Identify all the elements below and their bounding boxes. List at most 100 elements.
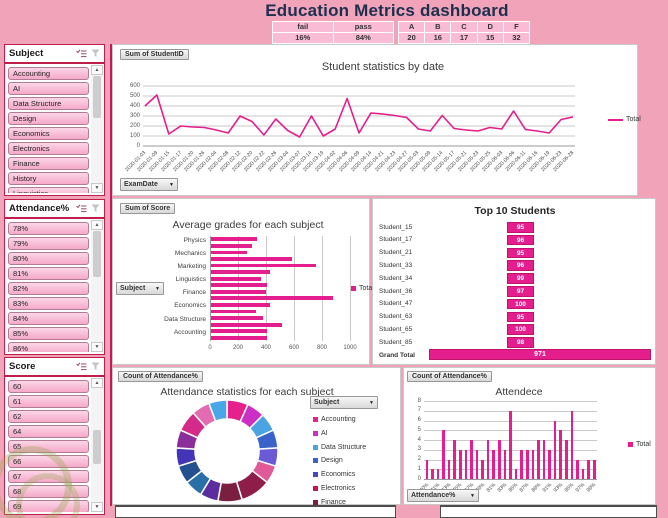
x-axis-tick: 1000 — [343, 345, 357, 351]
attendance-hist-panel: Count of Attendance% Attendece 0 1 2 3 4 5 6 7 8… — [403, 367, 656, 505]
avg-grade-bar — [211, 237, 258, 242]
slicer-item-66[interactable]: 66 — [8, 455, 89, 468]
student-score-bar: 99 — [507, 273, 535, 284]
slicer-item-design[interactable]: Design — [8, 112, 89, 125]
y-axis-tick: 4 — [417, 436, 421, 443]
attendance-slicer-items: 78% 79% 80% 81% 82% 83% 84% 85% 86% — [7, 220, 90, 352]
attendece-title: Attendece — [495, 386, 543, 398]
avg-grade-bar — [211, 263, 316, 268]
x-axis-tick: 200 — [232, 345, 243, 351]
multi-select-icon[interactable] — [76, 204, 87, 213]
subject-slicer: Subject Accounting AI Data Structure Design… — [4, 44, 105, 196]
multi-select-icon[interactable] — [76, 362, 87, 371]
multi-select-icon[interactable] — [76, 49, 87, 58]
attendance-bar — [503, 449, 507, 479]
slicer-item-78[interactable]: 78% — [8, 222, 89, 235]
pivot-field-button[interactable]: Sum of StudentID — [120, 49, 189, 60]
attendance-bar — [447, 459, 451, 479]
gridline — [266, 236, 267, 341]
donut-title: Attendance statistics for each subject — [160, 386, 334, 398]
subject-axis-button[interactable]: Subject ▼ — [116, 282, 164, 295]
chevron-down-icon: ▼ — [369, 399, 374, 406]
slicer-item-80[interactable]: 80% — [8, 252, 89, 265]
slicer-item-economics[interactable]: Economics — [8, 127, 89, 140]
scroll-down-icon[interactable]: ▼ — [91, 183, 103, 193]
avg-grade-bar — [211, 322, 282, 327]
slicer-item-linguistics[interactable]: Linguistics — [8, 187, 89, 193]
slicer-item-85[interactable]: 85% — [8, 327, 89, 340]
attendance-bar — [509, 410, 512, 479]
scroll-up-icon[interactable]: ▲ — [91, 220, 103, 230]
attendance-bar — [553, 420, 557, 479]
slicer-item-datastructure[interactable]: Data Structure — [8, 97, 89, 110]
pivot-field-button[interactable]: Count of Attendance% — [407, 371, 492, 382]
student-score-bar: 100 — [507, 324, 535, 335]
clear-filter-icon[interactable] — [91, 362, 100, 371]
slicer-item-62[interactable]: 62 — [8, 410, 89, 423]
attendance-slicer-scrollbar[interactable]: ▲ ▼ — [91, 220, 103, 352]
student-score-bar: 98 — [507, 337, 535, 348]
clear-filter-icon[interactable] — [91, 49, 100, 58]
slicer-item-67[interactable]: 67 — [8, 470, 89, 483]
grand-total-bar: 971 — [429, 349, 651, 360]
slicer-item-61[interactable]: 61 — [8, 395, 89, 408]
y-axis-tick: 500 — [129, 92, 140, 99]
attendance-slicer-header: Attendance% — [5, 200, 104, 219]
slicer-item-84[interactable]: 84% — [8, 312, 89, 325]
attendance-bar — [453, 440, 456, 479]
slicer-item-ai[interactable]: AI — [8, 82, 89, 95]
chevron-down-icon: ▼ — [470, 492, 475, 499]
student-label: Student_34 — [379, 274, 413, 282]
slicer-item-68[interactable]: 68 — [8, 485, 89, 498]
slicer-item-finance[interactable]: Finance — [8, 157, 89, 170]
attendance-axis-button[interactable]: Attendance% ▼ — [407, 489, 479, 502]
pivot-field-button[interactable]: Count of Attendance% — [118, 371, 203, 382]
student-label: Student_33 — [379, 261, 413, 269]
slicer-item-65[interactable]: 65 — [8, 440, 89, 453]
attendance-bar — [576, 459, 579, 479]
gridline — [424, 401, 597, 402]
category-label: Physics — [183, 236, 206, 244]
attendance-bar — [587, 459, 590, 479]
subject-slicer-scrollbar[interactable]: ▲ ▼ — [91, 65, 103, 193]
student-label: Student_15 — [379, 223, 413, 231]
attendance-bar — [431, 469, 434, 479]
attendance-bar — [498, 440, 501, 479]
y-axis-tick: 2 — [417, 456, 421, 462]
slicer-item-64[interactable]: 64 — [8, 425, 89, 438]
grade-header-cell: C — [451, 22, 477, 32]
scroll-down-icon[interactable]: ▼ — [91, 342, 103, 352]
scroll-down-icon[interactable]: ▼ — [91, 502, 103, 512]
avg-grade-bar — [211, 335, 267, 340]
avg-grade-bar — [211, 257, 293, 261]
pivot-field-button[interactable]: Sum of Score — [120, 203, 176, 214]
slicer-item-history[interactable]: History — [8, 172, 89, 185]
slicer-item-electronics[interactable]: Electronics — [8, 142, 89, 155]
gridline — [424, 479, 597, 480]
examdate-axis-button[interactable]: ExamDate ▼ — [120, 178, 178, 191]
y-axis-tick: 100 — [129, 132, 140, 139]
legend-square-marker — [313, 472, 318, 478]
slicer-item-81[interactable]: 81% — [8, 267, 89, 280]
subject-axis-button[interactable]: Subject ▼ — [310, 396, 378, 409]
clear-filter-icon[interactable] — [91, 204, 100, 213]
slicer-item-83[interactable]: 83% — [8, 297, 89, 310]
slicer-item-accounting[interactable]: Accounting — [8, 67, 89, 80]
slicer-item-86[interactable]: 86% — [8, 342, 89, 352]
slicer-item-82[interactable]: 82% — [8, 282, 89, 295]
attendance-bar — [565, 440, 568, 479]
student-score-bar: 95 — [507, 311, 535, 323]
y-axis-tick: 400 — [129, 102, 140, 109]
score-slicer-scrollbar[interactable]: ▲ ▼ — [91, 378, 103, 512]
slicer-item-60[interactable]: 60 — [8, 380, 89, 393]
legend-label: Design — [321, 457, 343, 465]
attendance-bar — [486, 440, 490, 479]
slicer-item-69[interactable]: 69 — [8, 500, 89, 512]
scroll-up-icon[interactable]: ▲ — [91, 65, 103, 75]
grade-value-cell: 32 — [503, 33, 529, 43]
fail-pass-value-cell: 16% — [273, 33, 333, 43]
y-axis-tick: 1 — [417, 465, 421, 472]
avg-grade-bar — [211, 270, 270, 274]
scroll-up-icon[interactable]: ▲ — [91, 378, 103, 388]
slicer-item-79[interactable]: 79% — [8, 237, 89, 250]
